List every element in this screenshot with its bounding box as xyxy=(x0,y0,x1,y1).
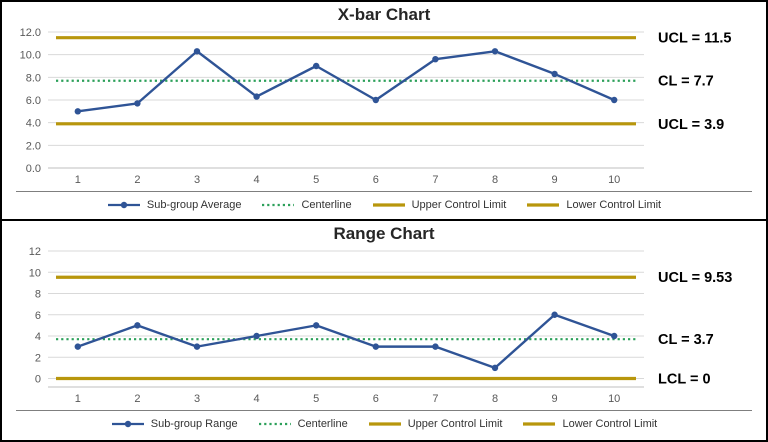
x-tick-label: 8 xyxy=(492,174,498,186)
x-tick-label: 8 xyxy=(492,393,498,405)
legend-swatch-solid-icon xyxy=(523,421,556,426)
y-tick-label: 8.0 xyxy=(26,72,41,84)
data-point-marker xyxy=(551,311,558,318)
legend-swatch-solid-icon xyxy=(372,202,405,207)
legend-label: Sub-group Average xyxy=(146,198,242,211)
legend-item-centerline: Centerline xyxy=(258,418,348,430)
y-tick-label: 6 xyxy=(35,310,41,322)
legend-item-lower-control-limit: Lower Control Limit xyxy=(526,199,661,211)
data-point-marker xyxy=(491,48,499,55)
y-tick-label: 10.0 xyxy=(20,50,41,62)
data-point-marker xyxy=(74,108,82,115)
xbar-chart-panel: X-bar Chart 0.0 2.0 4.0 6.0 8.0 10.0 12.0 1 2 3 4 5… xyxy=(2,2,766,221)
y-tick-label: 2 xyxy=(35,352,41,364)
data-point-marker xyxy=(193,48,201,55)
cl-label: CL = 7.7 xyxy=(658,74,714,90)
x-tick-label: 10 xyxy=(608,174,620,186)
data-point-marker xyxy=(74,343,82,350)
legend-swatch-line-marker-icon xyxy=(111,420,144,427)
x-tick-label: 3 xyxy=(194,393,200,405)
data-point-marker xyxy=(193,343,201,350)
x-tick-label: 9 xyxy=(552,393,558,405)
x-tick-label: 3 xyxy=(194,174,200,186)
x-tick-label: 1 xyxy=(75,393,81,405)
legend-marker xyxy=(124,420,131,427)
data-point-marker xyxy=(372,343,379,350)
data-point-marker xyxy=(134,100,141,107)
y-tick-label: 0 xyxy=(35,374,41,386)
legend-item-upper-control-limit: Upper Control Limit xyxy=(372,198,507,211)
data-point-marker xyxy=(253,332,260,340)
legend-swatch-dotted-icon xyxy=(262,203,295,206)
x-tick-label: 7 xyxy=(432,393,438,405)
x-tick-label: 9 xyxy=(552,174,558,186)
data-point-marker xyxy=(134,322,141,329)
legend-item-lower-control-limit: Lower Control Limit xyxy=(522,418,657,430)
data-point-marker xyxy=(611,332,618,340)
y-tick-label: 10 xyxy=(29,267,41,279)
ucl-label: UCL = 9.53 xyxy=(658,270,732,286)
y-tick-label: 12 xyxy=(29,246,41,258)
range-chart-title: Range Chart xyxy=(333,224,435,243)
x-tick-label: 2 xyxy=(134,174,140,186)
x-tick-label: 6 xyxy=(373,174,379,186)
data-point-marker xyxy=(551,70,558,78)
xbar-chart-plot: 0.0 2.0 4.0 6.0 8.0 10.0 12.0 1 2 3 4 5 6 7 8 9 10 UCL = … xyxy=(20,27,732,186)
y-tick-label: 12.0 xyxy=(20,27,41,39)
range-chart-legend: Sub-group Range Centerline Upper Control L… xyxy=(16,410,752,436)
x-tick-label: 6 xyxy=(373,393,379,405)
x-tick-label: 1 xyxy=(75,174,81,186)
x-tick-label: 4 xyxy=(254,393,260,405)
data-point-marker xyxy=(313,62,320,70)
y-tick-label: 4.0 xyxy=(26,118,41,130)
data-point-marker xyxy=(611,96,618,104)
ucl-label: UCL = 11.5 xyxy=(658,31,731,47)
xbar-chart-legend: Sub-group Average Centerline Upper Control… xyxy=(16,191,752,217)
legend-item-centerline: Centerline xyxy=(261,198,352,211)
legend-label: Sub-group Range xyxy=(150,417,238,430)
x-tick-label: 5 xyxy=(313,393,319,405)
legend-swatch-solid-icon xyxy=(368,421,401,426)
x-tick-label: 10 xyxy=(608,393,620,405)
legend-item-sub-group-range: Sub-group Range xyxy=(111,418,238,430)
legend-item-sub-group-average: Sub-group Average xyxy=(107,198,242,211)
y-tick-label: 6.0 xyxy=(26,95,41,107)
legend-marker xyxy=(120,201,128,208)
data-point-marker xyxy=(313,322,320,329)
legend-label: Lower Control Limit xyxy=(566,198,662,211)
legend-label: Upper Control Limit xyxy=(411,198,507,211)
y-tick-label: 2.0 xyxy=(26,140,41,152)
legend-swatch-dotted-icon xyxy=(258,422,291,425)
y-tick-label: 4 xyxy=(35,331,41,343)
legend-label: Centerline xyxy=(301,198,352,211)
data-point-marker xyxy=(372,96,379,104)
legend-item-upper-control-limit: Upper Control Limit xyxy=(368,417,503,430)
legend-label: Upper Control Limit xyxy=(407,417,503,430)
sub-group-range-series xyxy=(77,313,615,370)
cl-label: CL = 3.7 xyxy=(658,332,714,348)
data-point-marker xyxy=(491,364,499,372)
x-tick-label: 7 xyxy=(432,174,438,186)
legend-label: Lower Control Limit xyxy=(562,417,658,430)
xbar-chart-title: X-bar Chart xyxy=(337,5,431,24)
legend-swatch-line-marker-icon xyxy=(107,201,140,208)
legend-swatch-solid-icon xyxy=(527,202,560,207)
range-chart-panel: Range Chart 0 2 4 6 8 10 12 1 2 3 4 5 6 7 8 9 10 UCL = 9.… xyxy=(2,221,766,440)
data-point-marker xyxy=(253,93,260,100)
x-tick-label: 4 xyxy=(254,174,260,186)
lcl-label: LCL = 0 xyxy=(658,372,711,388)
legend-label: Centerline xyxy=(297,417,348,430)
x-tick-label: 2 xyxy=(134,393,140,405)
y-tick-label: 0.0 xyxy=(26,163,41,175)
y-tick-label: 8 xyxy=(35,289,41,301)
data-point-marker xyxy=(432,343,439,350)
data-point-marker xyxy=(432,56,439,63)
ucl-label: UCL = 3.9 xyxy=(658,117,724,133)
sub-group-average-series xyxy=(77,50,615,113)
x-tick-label: 5 xyxy=(313,174,319,186)
